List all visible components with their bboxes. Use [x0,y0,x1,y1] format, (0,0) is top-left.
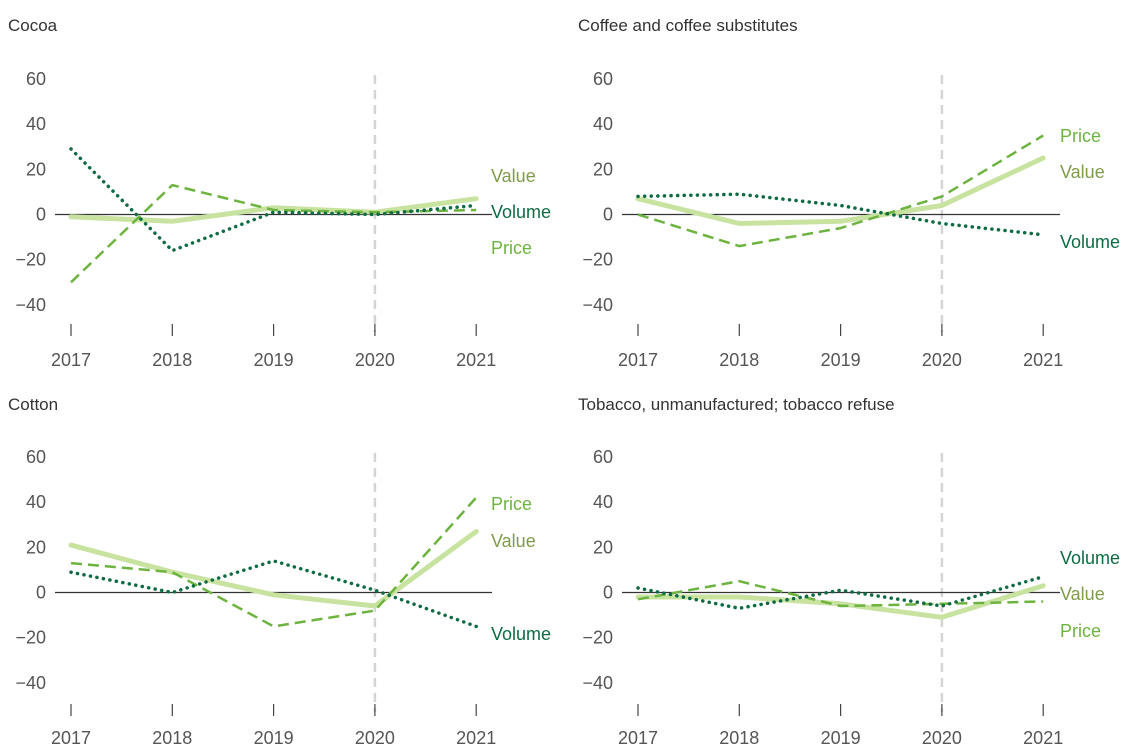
x-tick-label: 2021 [1023,350,1063,370]
y-tick-label: −40 [582,295,613,315]
series-line-price [70,183,477,284]
y-tick-label: −20 [15,250,46,270]
y-tick-label: 40 [593,114,613,134]
series-label-price: Price [1060,621,1101,641]
x-tick-label: 2018 [719,350,759,370]
chart-panel-1: Cocoa 60 40 20 0 −20 −40 2017 2018 2019 2020 2021 Va… [8,16,551,370]
y-tick-label: 20 [26,537,46,557]
y-tick-label: 60 [593,447,613,467]
series-label-value: Value [1060,162,1105,182]
x-tick-label: 2021 [456,350,496,370]
series-line-value [68,196,479,224]
y-tick-label: −40 [15,673,46,693]
y-tick-label: −20 [582,628,613,648]
y-tick-label: 0 [36,205,46,225]
series-label-value: Value [1060,584,1105,604]
panel-title: Cocoa [8,16,58,35]
y-tick-label: 40 [593,492,613,512]
series-label-value: Value [491,531,536,551]
series-line-volume [69,147,478,253]
series-line-volume [636,192,1045,237]
x-tick-label: 2020 [355,350,395,370]
x-tick-label: 2018 [719,728,759,747]
x-tick-label: 2019 [254,350,294,370]
series-line-volume [636,574,1045,611]
y-tick-label: −40 [582,673,613,693]
x-tick-label: 2018 [152,728,192,747]
x-tick-label: 2020 [922,728,962,747]
series-line-volume [69,559,478,629]
panel-title: Tobacco, unmanufactured; tobacco refuse [578,395,895,414]
series-line-value [68,529,479,609]
x-tick-label: 2017 [51,728,91,747]
series-label-price: Price [491,494,532,514]
y-tick-label: −20 [15,628,46,648]
y-tick-label: 40 [26,114,46,134]
x-tick-label: 2021 [456,728,496,747]
chart-panel-3: Cotton 60 40 20 0 −20 −40 2017 2018 2019 2020 2021 V… [8,395,551,748]
chart-panel-4: Tobacco, unmanufactured; tobacco refuse 6… [578,395,1120,748]
x-tick-label: 2019 [821,728,861,747]
x-tick-label: 2017 [618,728,658,747]
y-tick-label: −40 [15,295,46,315]
series-label-volume: Volume [491,624,551,644]
y-tick-label: 0 [603,583,613,603]
series-label-value: Value [491,166,536,186]
x-tick-label: 2019 [821,350,861,370]
x-tick-label: 2020 [355,728,395,747]
chart-panel-2: Coffee and coffee substitutes 60 40 20 0 −20 −… [578,16,1120,370]
y-tick-label: 20 [26,159,46,179]
y-tick-label: 0 [603,205,613,225]
y-tick-label: 0 [36,583,46,603]
series-label-price: Price [491,238,532,258]
x-tick-label: 2020 [922,350,962,370]
x-tick-label: 2018 [152,350,192,370]
x-tick-label: 2017 [618,350,658,370]
panel-title: Cotton [8,395,58,414]
x-tick-label: 2021 [1023,728,1063,747]
y-tick-label: 20 [593,537,613,557]
series-label-volume: Volume [1060,232,1120,252]
panel-title: Coffee and coffee substitutes [578,16,798,35]
series-line-value [635,155,1046,226]
y-tick-label: 60 [593,69,613,89]
y-tick-label: 60 [26,69,46,89]
series-line-value [635,583,1046,620]
series-line-price [637,134,1044,248]
y-tick-label: 40 [26,492,46,512]
series-label-price: Price [1060,126,1101,146]
y-tick-label: 20 [593,159,613,179]
x-tick-label: 2017 [51,350,91,370]
series-line-price [637,579,1044,608]
x-tick-label: 2019 [254,728,294,747]
y-tick-label: −20 [582,250,613,270]
series-label-volume: Volume [491,202,551,222]
series-label-volume: Volume [1060,548,1120,568]
y-tick-label: 60 [26,447,46,467]
